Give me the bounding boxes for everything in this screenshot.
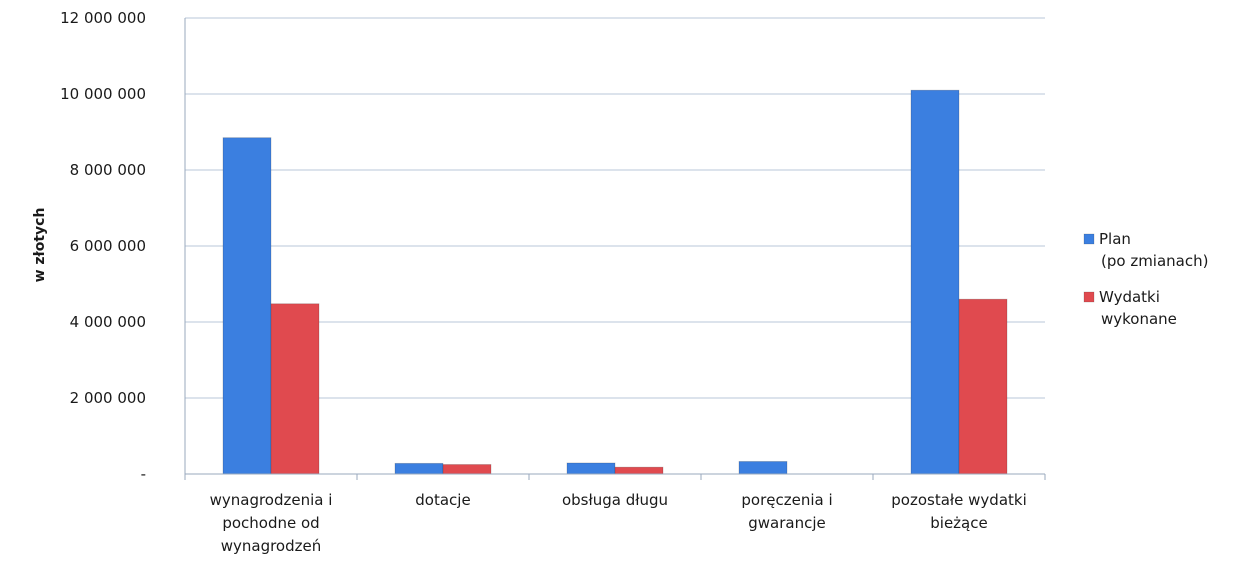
x-tick-label: bieżące [930,514,987,532]
legend-label: Wydatki [1099,288,1160,306]
y-tick-label: 6 000 000 [70,237,146,255]
y-axis-ticks: - 2 000 000 4 000 000 6 000 000 8 000 000 10 … [60,9,146,483]
bar [910,89,960,475]
bar [442,464,492,475]
y-tick-label: - [141,465,146,483]
legend-swatch [1083,291,1095,303]
bar [394,462,444,475]
x-tick-label: dotacje [415,491,470,509]
legend: Plan (po zmianach) Wydatki wykonane [1083,230,1208,328]
legend-swatch [1083,233,1095,245]
bar [614,466,664,475]
bars [222,89,1008,475]
legend-label: wykonane [1101,310,1177,328]
x-tick-label: wynagrodzenia i [210,491,333,509]
y-tick-label: 10 000 000 [60,85,146,103]
x-tick-label: wynagrodzeń [221,537,322,555]
y-axis-label: w złotych [32,208,48,283]
x-tick-label: pochodne od [222,514,319,532]
y-tick-label: 12 000 000 [60,9,146,27]
bar [738,461,788,475]
bar [222,137,272,475]
y-tick-label: 8 000 000 [70,161,146,179]
bar [958,298,1008,475]
legend-label: (po zmianach) [1101,252,1208,270]
x-tick-label: poręczenia i [741,491,832,509]
x-tick-label: obsługa długu [562,491,668,509]
bar [566,462,616,475]
y-tick-label: 4 000 000 [70,313,146,331]
x-tick-label: gwarancje [748,514,826,532]
y-tick-label: 2 000 000 [70,389,146,407]
axes [184,18,1046,480]
x-axis-labels: wynagrodzenia i pochodne od wynagrodzeń dot… [210,491,1027,555]
grid-lines [185,17,1045,399]
x-tick-label: pozostałe wydatki [891,491,1027,509]
legend-label: Plan [1099,230,1131,248]
bar [270,303,320,475]
